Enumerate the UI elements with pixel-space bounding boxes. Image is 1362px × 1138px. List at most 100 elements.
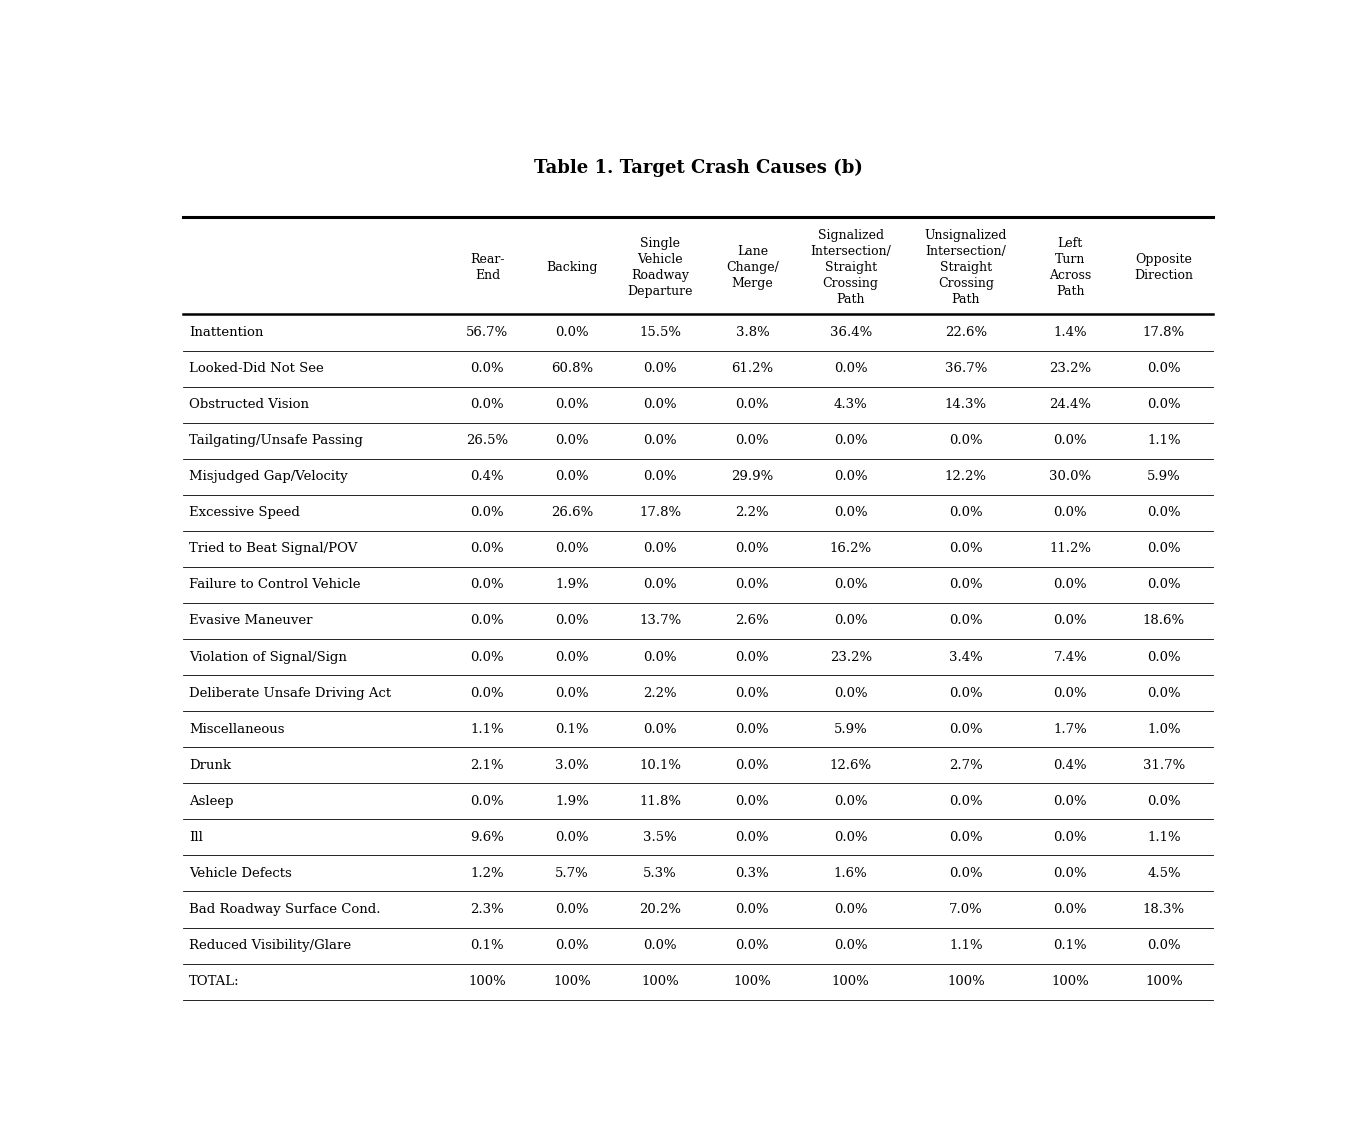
Text: 0.0%: 0.0% <box>471 506 504 519</box>
Text: 0.0%: 0.0% <box>949 543 983 555</box>
Text: 0.0%: 0.0% <box>556 831 588 844</box>
Text: 0.0%: 0.0% <box>1054 686 1087 700</box>
Text: Failure to Control Vehicle: Failure to Control Vehicle <box>189 578 361 592</box>
Text: 0.0%: 0.0% <box>834 506 868 519</box>
Text: 0.0%: 0.0% <box>949 578 983 592</box>
Text: Asleep: Asleep <box>189 794 234 808</box>
Text: 17.8%: 17.8% <box>1143 325 1185 339</box>
Text: 0.0%: 0.0% <box>471 686 504 700</box>
Text: 0.1%: 0.1% <box>471 939 504 953</box>
Text: 36.7%: 36.7% <box>945 362 987 376</box>
Text: 1.2%: 1.2% <box>471 867 504 880</box>
Text: 0.0%: 0.0% <box>1054 867 1087 880</box>
Text: 31.7%: 31.7% <box>1143 759 1185 772</box>
Text: 0.0%: 0.0% <box>1054 794 1087 808</box>
Text: 0.0%: 0.0% <box>735 651 770 663</box>
Text: Table 1. Target Crash Causes (b): Table 1. Target Crash Causes (b) <box>534 158 862 176</box>
Text: 1.1%: 1.1% <box>1147 435 1181 447</box>
Text: Rear-
End: Rear- End <box>470 253 505 281</box>
Text: 7.4%: 7.4% <box>1053 651 1087 663</box>
Text: 0.0%: 0.0% <box>834 578 868 592</box>
Text: 18.3%: 18.3% <box>1143 904 1185 916</box>
Text: 1.4%: 1.4% <box>1054 325 1087 339</box>
Text: 15.5%: 15.5% <box>639 325 681 339</box>
Text: 0.0%: 0.0% <box>1054 578 1087 592</box>
Text: 0.0%: 0.0% <box>643 398 677 411</box>
Text: 0.0%: 0.0% <box>556 651 588 663</box>
Text: 60.8%: 60.8% <box>552 362 594 376</box>
Text: 0.0%: 0.0% <box>1054 435 1087 447</box>
Text: 0.0%: 0.0% <box>556 325 588 339</box>
Text: 4.3%: 4.3% <box>834 398 868 411</box>
Text: 0.0%: 0.0% <box>471 398 504 411</box>
Text: 26.5%: 26.5% <box>466 435 508 447</box>
Text: 0.0%: 0.0% <box>735 759 770 772</box>
Text: 0.0%: 0.0% <box>471 362 504 376</box>
Text: 24.4%: 24.4% <box>1049 398 1091 411</box>
Text: 61.2%: 61.2% <box>731 362 774 376</box>
Text: 22.6%: 22.6% <box>945 325 987 339</box>
Text: 0.0%: 0.0% <box>949 867 983 880</box>
Text: 0.0%: 0.0% <box>643 651 677 663</box>
Text: 0.0%: 0.0% <box>735 939 770 953</box>
Text: 0.0%: 0.0% <box>735 543 770 555</box>
Text: 2.2%: 2.2% <box>735 506 770 519</box>
Text: 1.1%: 1.1% <box>1147 831 1181 844</box>
Text: 12.6%: 12.6% <box>829 759 872 772</box>
Text: 1.7%: 1.7% <box>1053 723 1087 735</box>
Text: 2.2%: 2.2% <box>643 686 677 700</box>
Text: 0.0%: 0.0% <box>834 939 868 953</box>
Text: TOTAL:: TOTAL: <box>189 975 240 988</box>
Text: Reduced Visibility/Glare: Reduced Visibility/Glare <box>189 939 351 953</box>
Text: 13.7%: 13.7% <box>639 615 681 627</box>
Text: 0.0%: 0.0% <box>834 615 868 627</box>
Text: 20.2%: 20.2% <box>639 904 681 916</box>
Text: 100%: 100% <box>734 975 771 988</box>
Text: 0.0%: 0.0% <box>735 398 770 411</box>
Text: 0.0%: 0.0% <box>834 362 868 376</box>
Text: 0.0%: 0.0% <box>1054 831 1087 844</box>
Text: 1.1%: 1.1% <box>949 939 983 953</box>
Text: 18.6%: 18.6% <box>1143 615 1185 627</box>
Text: 0.0%: 0.0% <box>556 939 588 953</box>
Text: 3.4%: 3.4% <box>949 651 983 663</box>
Text: 5.3%: 5.3% <box>643 867 677 880</box>
Text: 0.0%: 0.0% <box>1054 506 1087 519</box>
Text: 0.0%: 0.0% <box>643 470 677 484</box>
Text: 100%: 100% <box>469 975 507 988</box>
Text: 0.0%: 0.0% <box>643 435 677 447</box>
Text: Bad Roadway Surface Cond.: Bad Roadway Surface Cond. <box>189 904 381 916</box>
Text: 100%: 100% <box>1051 975 1090 988</box>
Text: 14.3%: 14.3% <box>945 398 987 411</box>
Text: 0.1%: 0.1% <box>556 723 588 735</box>
Text: 4.5%: 4.5% <box>1147 867 1181 880</box>
Text: 0.0%: 0.0% <box>949 686 983 700</box>
Text: 0.0%: 0.0% <box>834 470 868 484</box>
Text: 0.0%: 0.0% <box>949 794 983 808</box>
Text: 0.4%: 0.4% <box>1054 759 1087 772</box>
Text: 0.0%: 0.0% <box>643 362 677 376</box>
Text: 0.0%: 0.0% <box>949 435 983 447</box>
Text: Vehicle Defects: Vehicle Defects <box>189 867 291 880</box>
Text: Unsignalized
Intersection/
Straight
Crossing
Path: Unsignalized Intersection/ Straight Cros… <box>925 229 1007 306</box>
Text: 0.0%: 0.0% <box>735 904 770 916</box>
Text: 7.0%: 7.0% <box>949 904 983 916</box>
Text: 11.8%: 11.8% <box>639 794 681 808</box>
Text: 0.0%: 0.0% <box>834 794 868 808</box>
Text: 0.0%: 0.0% <box>1147 939 1181 953</box>
Text: 1.9%: 1.9% <box>556 578 588 592</box>
Text: Inattention: Inattention <box>189 325 264 339</box>
Text: 23.2%: 23.2% <box>829 651 872 663</box>
Text: 0.0%: 0.0% <box>735 686 770 700</box>
Text: 29.9%: 29.9% <box>731 470 774 484</box>
Text: 0.0%: 0.0% <box>556 470 588 484</box>
Text: 100%: 100% <box>553 975 591 988</box>
Text: 0.0%: 0.0% <box>735 831 770 844</box>
Text: 0.0%: 0.0% <box>1147 506 1181 519</box>
Text: 30.0%: 30.0% <box>1049 470 1091 484</box>
Text: 0.0%: 0.0% <box>1054 615 1087 627</box>
Text: Miscellaneous: Miscellaneous <box>189 723 285 735</box>
Text: Misjudged Gap/Velocity: Misjudged Gap/Velocity <box>189 470 349 484</box>
Text: Single
Vehicle
Roadway
Departure: Single Vehicle Roadway Departure <box>628 237 693 298</box>
Text: Obstructed Vision: Obstructed Vision <box>189 398 309 411</box>
